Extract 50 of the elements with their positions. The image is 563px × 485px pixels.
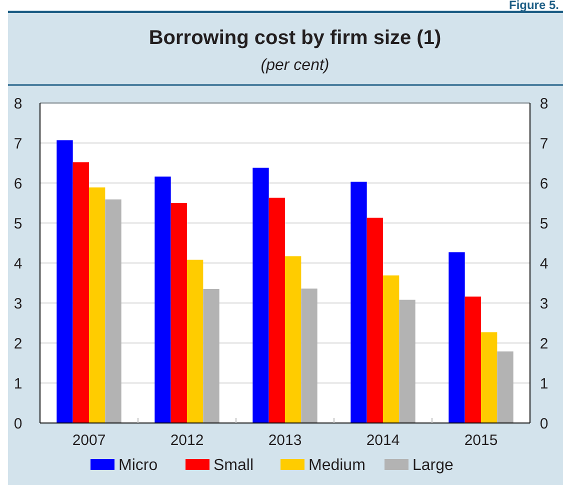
bar <box>252 168 269 423</box>
bar <box>72 162 89 423</box>
y-tick-label: 4 <box>14 255 22 272</box>
legend-label: Large <box>412 457 454 474</box>
x-tick-label: 2014 <box>366 432 400 449</box>
y2-tick-label: 5 <box>540 215 548 232</box>
bar <box>350 182 367 423</box>
y2-tick-label: 3 <box>540 295 548 312</box>
legend-label: Micro <box>118 457 158 474</box>
bar <box>497 351 514 423</box>
y-tick-label: 8 <box>14 95 22 112</box>
bar <box>105 199 122 423</box>
bar <box>301 288 318 423</box>
chart-subtitle: (per cent) <box>260 57 330 74</box>
x-tick-label: 2012 <box>170 432 204 449</box>
bar <box>448 252 465 423</box>
bar <box>366 218 383 423</box>
bar <box>154 176 171 423</box>
bar <box>170 203 187 423</box>
chart-title: Borrowing cost by firm size (1) <box>148 27 442 49</box>
legend-label: Medium <box>308 457 366 474</box>
y2-tick-label: 4 <box>540 255 548 272</box>
x-tick-label: 2007 <box>72 432 106 449</box>
y-tick-label: 0 <box>14 415 22 432</box>
bar <box>268 198 285 423</box>
y-tick-label: 5 <box>14 215 22 232</box>
y2-tick-label: 7 <box>540 135 548 152</box>
y2-tick-label: 8 <box>540 95 548 112</box>
bar <box>187 260 204 423</box>
y-tick-label: 7 <box>14 135 22 152</box>
y-tick-label: 2 <box>14 335 22 352</box>
bar <box>464 296 481 423</box>
x-tick-label: 2015 <box>464 432 498 449</box>
bar <box>383 275 400 423</box>
bar <box>285 256 302 423</box>
y2-tick-label: 1 <box>540 375 548 392</box>
bar <box>56 140 73 423</box>
caption: Figure 5. <box>508 0 559 12</box>
legend-label: Small <box>214 457 254 474</box>
y2-tick-label: 0 <box>540 415 548 432</box>
bar <box>203 289 220 423</box>
bar <box>89 187 106 423</box>
y-tick-label: 6 <box>14 175 22 192</box>
y-tick-label: 1 <box>14 375 22 392</box>
x-tick-label: 2013 <box>268 432 302 449</box>
y2-tick-label: 6 <box>540 175 548 192</box>
bar <box>481 332 498 423</box>
y2-tick-label: 2 <box>540 335 548 352</box>
bar <box>399 300 416 423</box>
y-tick-label: 3 <box>14 295 22 312</box>
